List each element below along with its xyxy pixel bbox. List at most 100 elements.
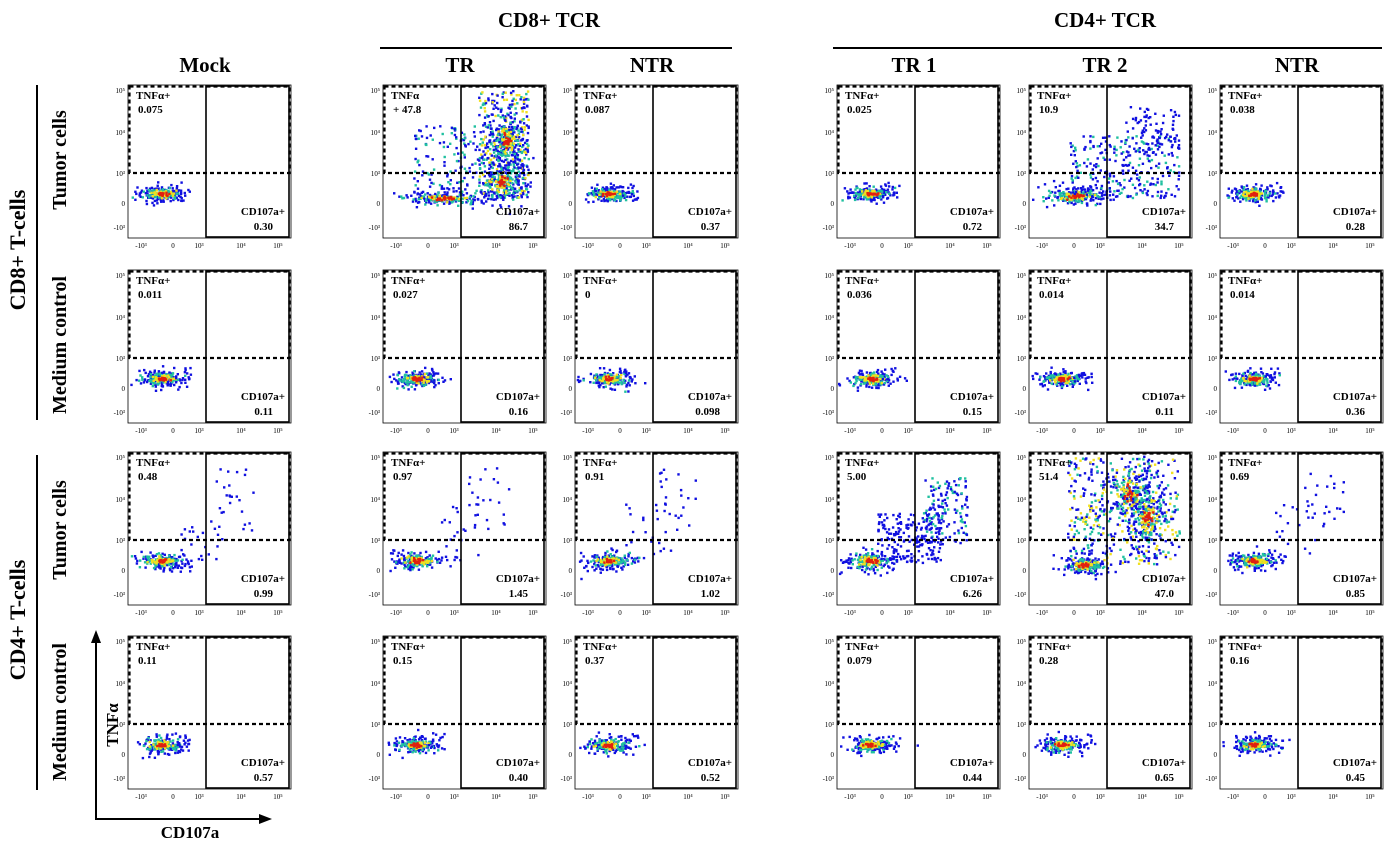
event-dot	[624, 390, 627, 393]
event-dot	[180, 196, 183, 200]
event-dot	[1138, 176, 1141, 179]
event-dot	[1103, 175, 1106, 179]
event-dot	[862, 190, 866, 193]
event-dot	[168, 375, 171, 379]
event-dot	[601, 379, 605, 382]
event-dot	[454, 555, 457, 559]
y-tick-label: 0	[377, 385, 381, 393]
event-dot	[468, 166, 471, 170]
y-tick-label: 0	[1214, 385, 1218, 393]
event-dot	[1259, 197, 1263, 200]
event-dot	[1108, 143, 1111, 147]
panel-frame	[1028, 84, 1193, 239]
event-dot	[473, 125, 476, 128]
event-dot	[1059, 378, 1062, 382]
event-dot	[221, 538, 224, 541]
event-dot	[883, 381, 887, 385]
event-dot	[594, 195, 597, 199]
event-dot	[609, 379, 613, 383]
event-dot	[510, 125, 514, 129]
event-dot	[1240, 377, 1243, 380]
panel-frame	[574, 84, 739, 239]
event-dot	[1084, 197, 1088, 201]
event-dot	[611, 186, 614, 190]
event-dot	[627, 390, 630, 393]
event-dot	[1127, 169, 1130, 172]
event-dot	[395, 379, 398, 382]
event-dot	[523, 182, 527, 185]
event-dot	[877, 189, 880, 193]
event-dot	[1141, 129, 1144, 132]
event-dot	[1047, 196, 1050, 199]
event-dot	[431, 380, 434, 384]
event-dot	[863, 192, 866, 195]
event-dot	[400, 553, 403, 556]
event-dot	[854, 191, 858, 195]
event-dot	[455, 199, 458, 202]
event-dot	[417, 382, 420, 385]
event-dot	[509, 176, 513, 180]
event-dot	[1053, 204, 1056, 207]
event-dot	[427, 195, 431, 198]
event-dot	[192, 530, 195, 533]
event-dot	[623, 369, 626, 372]
x-tick-label: 10⁵	[720, 427, 730, 435]
event-dot	[172, 379, 175, 382]
event-dot	[489, 124, 492, 127]
event-dot	[1273, 371, 1277, 374]
event-dot	[1259, 367, 1263, 370]
event-dot	[405, 381, 408, 384]
event-dot	[156, 197, 159, 201]
tnf-percentage: 0.48	[138, 471, 158, 483]
event-dot	[1072, 194, 1075, 197]
event-dot	[875, 370, 879, 374]
event-dot	[1127, 151, 1130, 154]
y-tick-label: 10³	[371, 355, 380, 363]
event-dot	[1066, 202, 1070, 205]
event-dot	[1271, 190, 1275, 193]
event-dot	[510, 145, 514, 149]
event-dot	[1055, 377, 1058, 381]
row-label-medium-control-1: Medium control	[49, 276, 71, 414]
y-tick-label: -10³	[561, 409, 572, 417]
event-dot	[1157, 129, 1160, 133]
event-dot	[513, 102, 516, 106]
event-dot	[1058, 191, 1061, 195]
event-dot	[1057, 199, 1060, 202]
event-dot	[243, 473, 247, 477]
event-dot	[505, 190, 508, 193]
event-dot	[608, 383, 611, 386]
event-dot	[864, 381, 867, 385]
event-dot	[1141, 191, 1145, 195]
event-dot	[179, 191, 183, 195]
event-dot	[1050, 382, 1053, 385]
event-dot	[430, 181, 433, 185]
event-dot	[470, 199, 473, 202]
event-dot	[1100, 194, 1104, 197]
event-dot	[510, 93, 513, 96]
event-dot	[519, 172, 522, 175]
event-dot	[396, 380, 399, 383]
y-tick-label: 10⁵	[1017, 87, 1027, 95]
event-dot	[486, 149, 490, 153]
event-dot	[1073, 376, 1076, 379]
event-dot	[175, 564, 178, 567]
event-dot	[434, 557, 437, 560]
event-dot	[601, 373, 604, 377]
event-dot	[1099, 197, 1103, 200]
event-dot	[1051, 199, 1054, 202]
event-dot	[1134, 150, 1137, 153]
event-dot	[143, 368, 146, 372]
event-dot	[500, 149, 503, 152]
event-dot	[491, 193, 494, 197]
event-dot	[145, 202, 149, 206]
event-dot	[500, 107, 503, 110]
event-dot	[1268, 190, 1272, 194]
event-dot	[1039, 383, 1042, 386]
event-dot	[449, 196, 453, 200]
event-dot	[463, 137, 467, 140]
event-dot	[521, 138, 524, 142]
event-dot	[1073, 154, 1076, 157]
event-dot	[1247, 197, 1250, 200]
event-dot	[487, 99, 490, 102]
